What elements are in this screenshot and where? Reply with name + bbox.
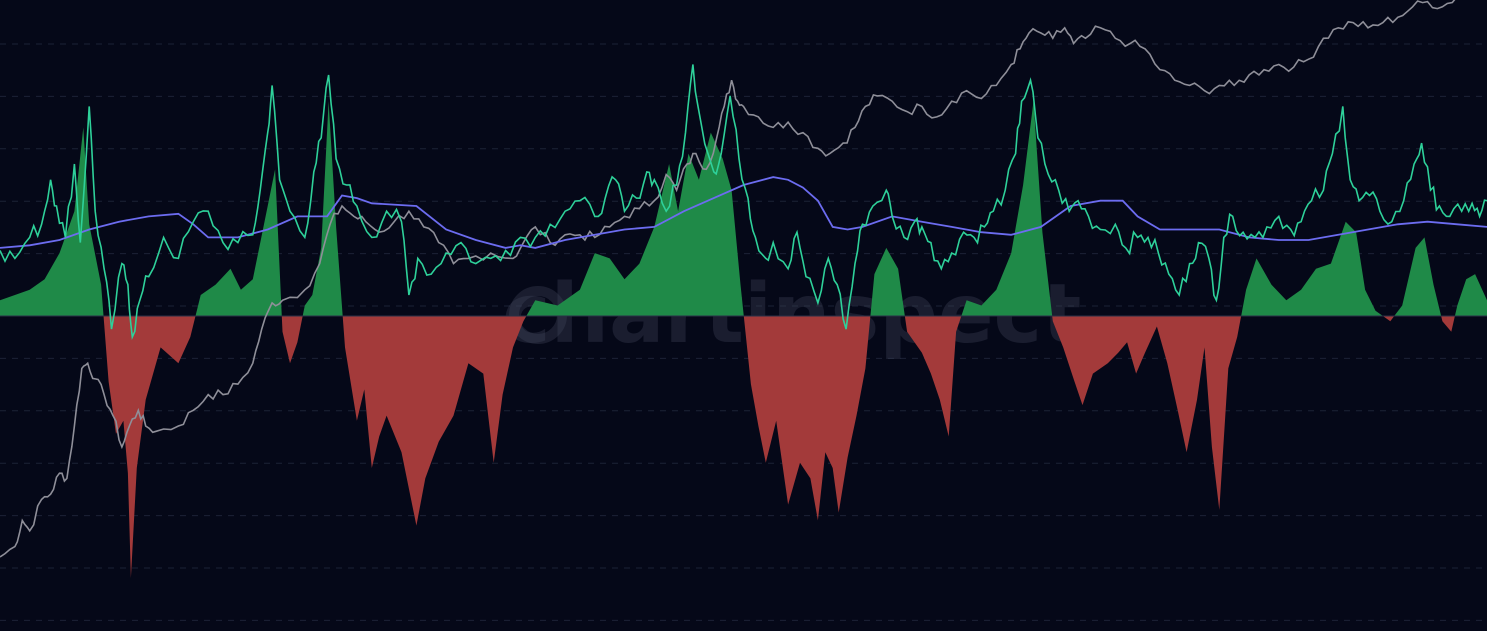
oscillator-line — [0, 64, 1487, 340]
positive-area — [0, 101, 1487, 316]
moving-average-line — [0, 176, 1487, 249]
price-line — [0, 0, 1456, 558]
oscillator-area — [0, 101, 1487, 578]
grid-lines — [0, 43, 1487, 621]
negative-area — [0, 316, 1487, 578]
